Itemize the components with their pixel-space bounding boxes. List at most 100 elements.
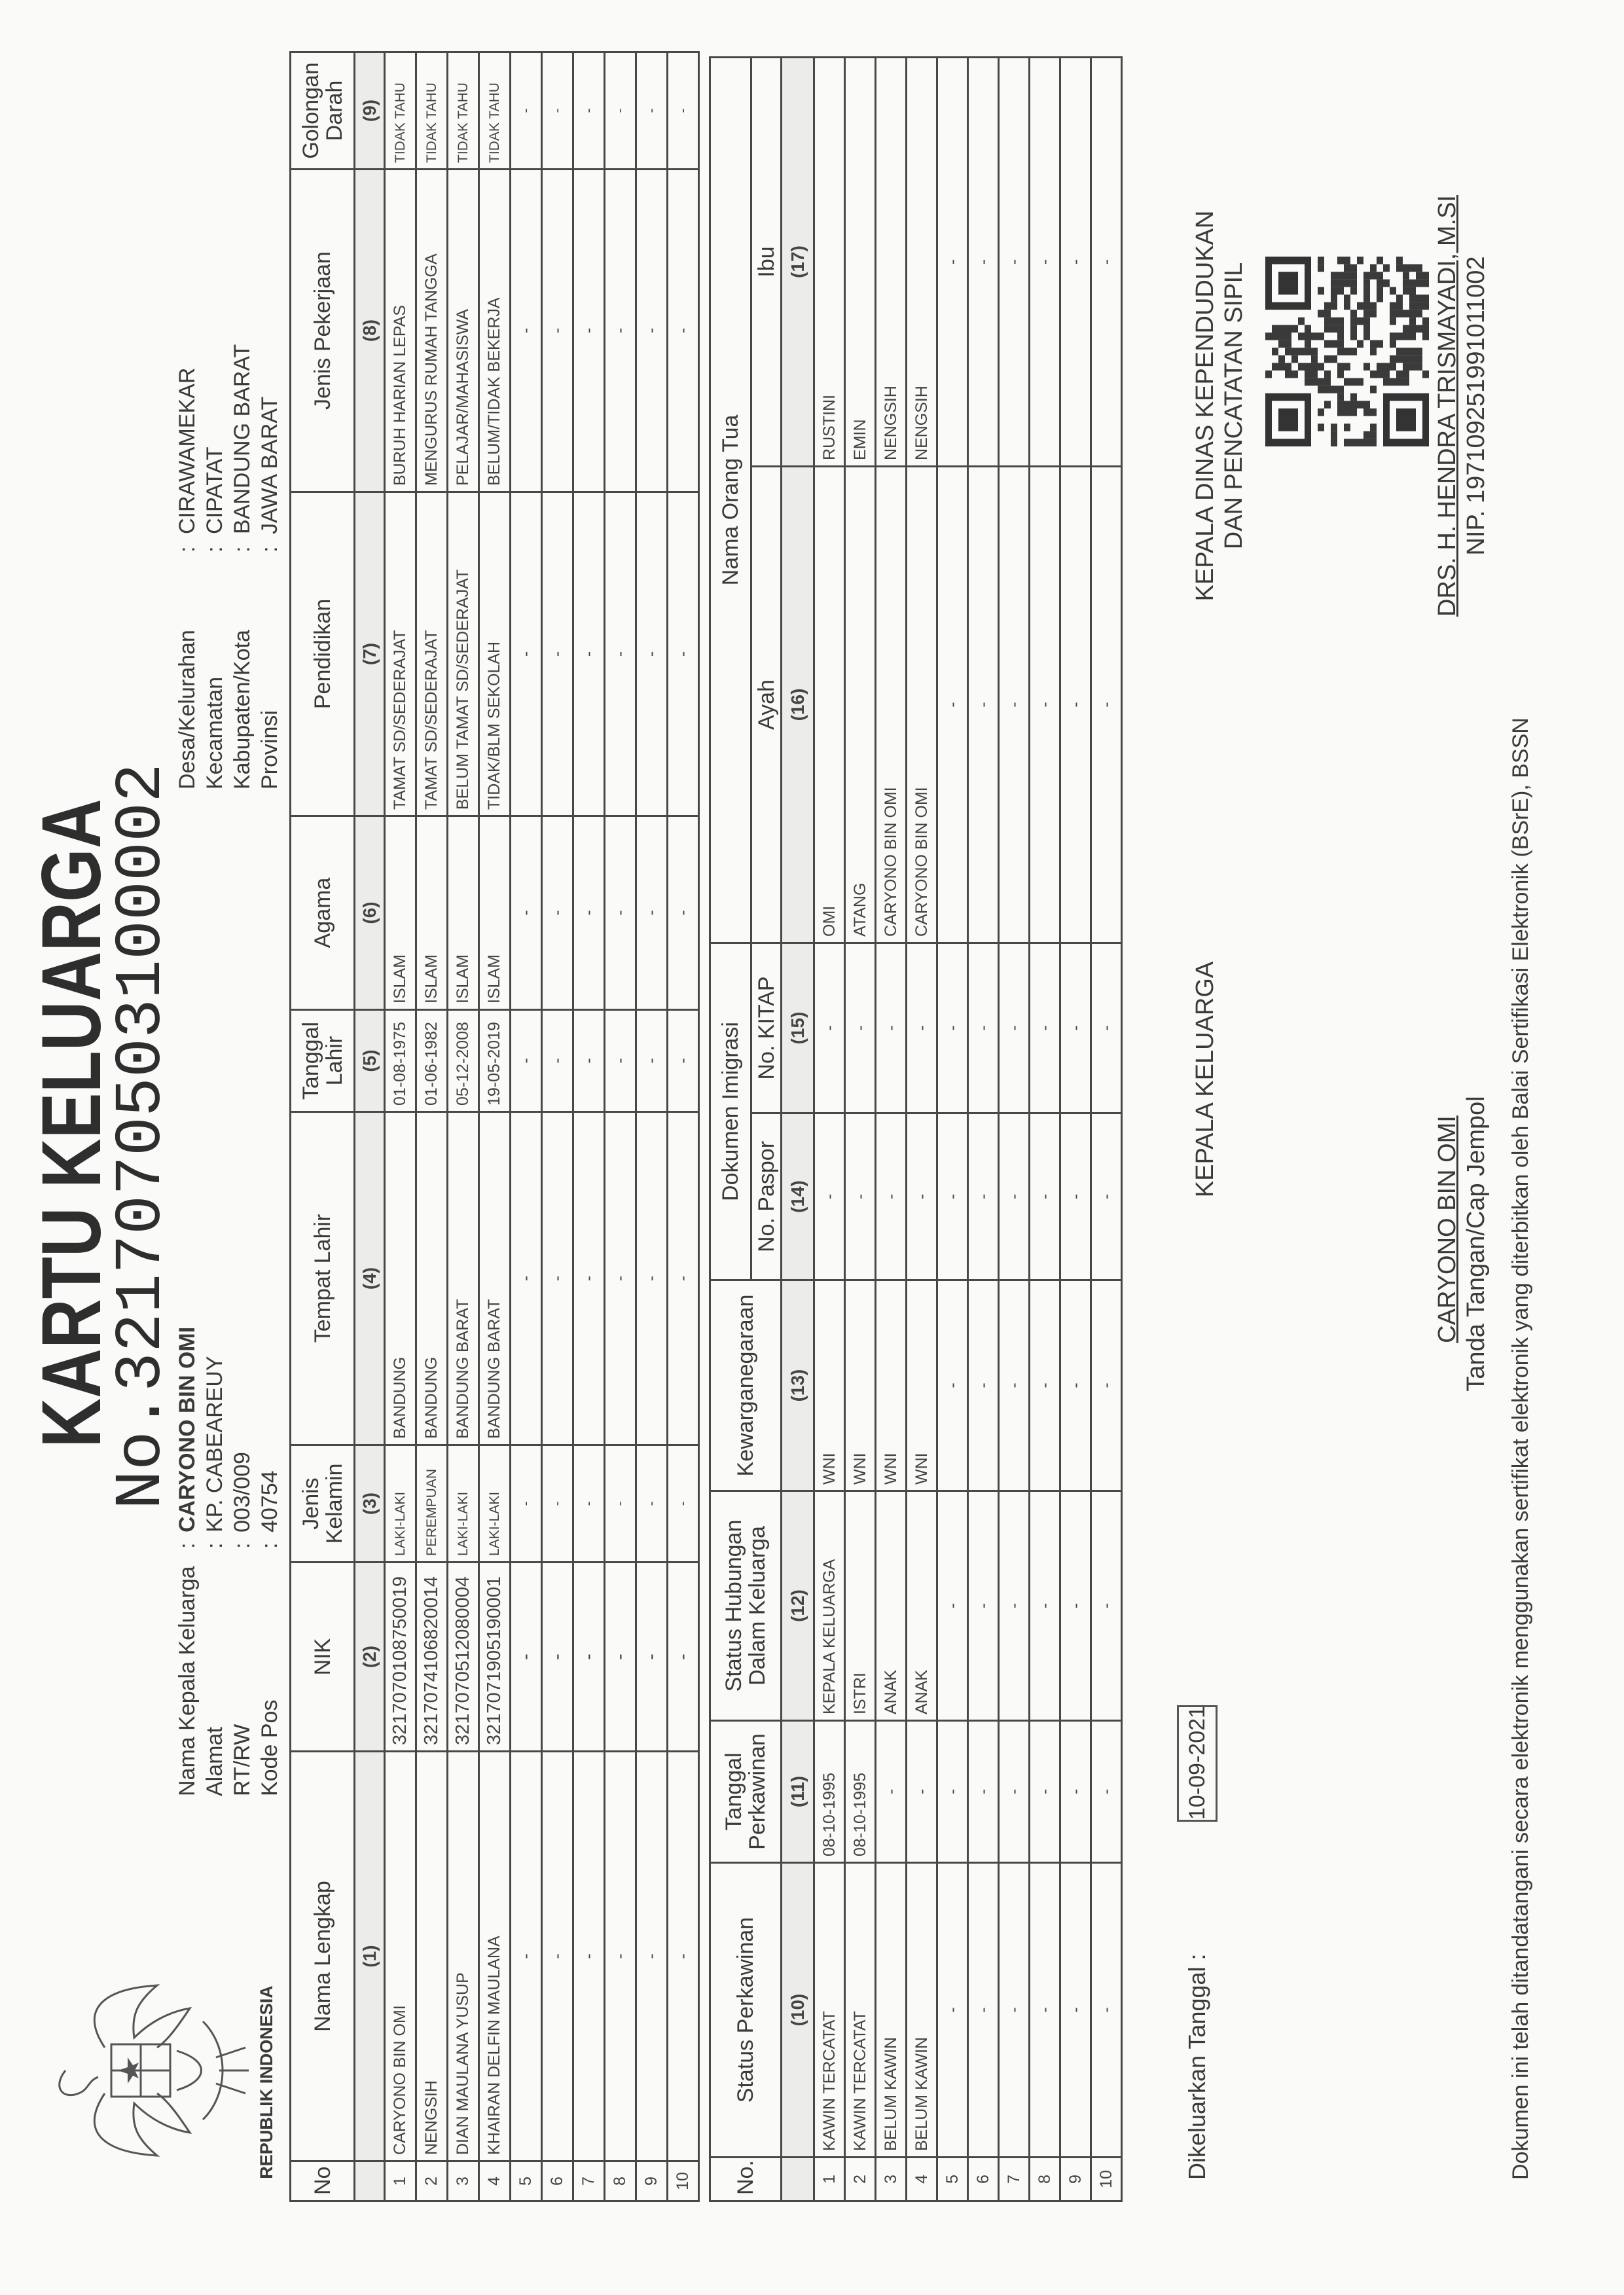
column-header: Agama [290,816,355,1010]
table-cell: - [541,1111,573,1445]
table-row: 2 KAWIN TERCATAT 08-10-1995 ISTRI WNI - - ATANG… [844,57,876,2201]
table-cell: - [510,492,542,816]
table-row: 4 KHAIRAN DELFIN MAULANA 3217071905190001 L… [478,52,511,2201]
table-cell: 01-06-1982 [416,1009,448,1112]
table-cell: - [967,943,999,1113]
table-cell: - [937,1862,968,2158]
table-cell: - [510,1751,542,2161]
table-cell: - [636,816,668,1010]
table-cell: - [604,169,636,492]
table-cell: 5 [937,2157,968,2201]
table-cell: - [667,1111,699,1445]
garuda-emblem-icon [58,1984,249,2157]
table-cell: RUSTINI [814,57,845,467]
table-cell: ISTRI [844,1491,876,1721]
column-number-row: (10) (11) (12) (13) (14) (15) (16) (17) [781,57,814,2201]
table-cell: BANDUNG BARAT [447,1111,479,1445]
field-label: Kode Pos [257,1699,282,1796]
table-cell: - [937,943,968,1113]
column-header: Nama Lengkap [290,1751,355,2161]
table-cell: - [1060,1113,1091,1280]
column-number [781,2157,814,2201]
table-cell: - [573,816,605,1010]
column-header: Tempat Lahir [290,1111,355,1445]
column-number: (12) [781,1491,814,1721]
table-cell: - [998,943,1030,1113]
table-cell: MENGURUS RUMAH TANGGA [416,169,448,492]
table-cell: - [667,1009,699,1112]
field-label: Kecamatan [202,677,227,789]
table-cell: WNI [844,1280,876,1491]
table-cell: ANAK [875,1491,907,1721]
field-value: 003/009 [230,1452,255,1532]
table-cell: WNI [875,1280,907,1491]
table-cell: - [814,943,845,1113]
table-cell: 08-10-1995 [814,1720,845,1863]
table-row: 7-------- [998,57,1030,2201]
table-cell: - [906,1113,937,1280]
field-label: RT/RW [230,1724,255,1796]
column-header: No [290,2161,355,2201]
table-cell: - [1029,57,1060,467]
field-label: Provinsi [257,710,282,789]
table-row: 9--------- [636,52,668,2201]
column-header: Golongan Darah [290,52,355,170]
table-row: 1 KAWIN TERCATAT 08-10-1995 KEPALA KELUARGA… [814,57,845,2201]
column-header: Status Hubungan Dalam Keluarga [710,1491,782,1721]
table-cell: - [636,1751,668,2161]
table-cell: - [510,816,542,1010]
table-cell: WNI [814,1280,845,1491]
table-cell: - [937,57,968,467]
column-number: (16) [781,466,814,943]
table-cell: - [998,1491,1030,1721]
table-cell: - [1091,1113,1122,1280]
table-cell: NENGSIH [906,57,937,467]
table-row: 3 BELUM KAWIN - ANAK WNI - - CARYONO BIN OMI NEN… [875,57,907,2201]
group-header-dokumen: Dokumen Imigrasi [710,943,751,1280]
table-cell: - [510,1009,542,1112]
table-cell: - [573,1445,605,1563]
table-cell: - [1091,1491,1122,1721]
table-cell: NENGSIH [416,1751,448,2161]
table-cell: - [636,1445,668,1563]
table-cell: BELUM KAWIN [875,1862,907,2158]
table-cell: - [1029,466,1060,943]
field-label: Desa/Kelurahan [175,630,200,789]
table-row: 8-------- [1029,57,1060,2201]
group-header-orang-tua: Nama Orang Tua [710,57,751,943]
table-cell: - [1060,57,1091,467]
table-cell: - [998,1280,1030,1491]
table-cell: - [1060,466,1091,943]
column-number: (6) [354,816,385,1010]
table-cell: - [541,492,573,816]
field-colon: : [202,546,227,552]
table-cell: - [510,1562,542,1752]
table-cell: - [573,1751,605,2161]
table-cell: 7 [573,2161,605,2201]
table-header-row: No Nama Lengkap NIK Jenis Kelamin Tempat Lah… [290,52,355,2201]
table-cell: - [906,943,937,1113]
table-cell: TIDAK TAHU [384,52,416,170]
table-cell: - [1029,1113,1060,1280]
column-header: Pendidikan [290,492,355,816]
table-cell: - [667,1751,699,2161]
table-cell: 10 [1091,2157,1122,2201]
official-name: DRS. H. HENDRA TRISMAYADI, M.SI [1434,195,1461,617]
emblem-caption: REPUBLIK INDONESIA [257,1985,276,2179]
qr-code-icon [1265,257,1429,446]
table-cell: 3 [875,2157,907,2201]
table-cell: 1 [814,2157,845,2201]
column-header: Status Perkawinan [710,1862,782,2158]
column-header: NIK [290,1562,355,1752]
table-cell: - [541,1445,573,1563]
table-cell: 3217070108750019 [384,1562,416,1752]
table-cell: TIDAK TAHU [478,52,511,170]
column-number: (13) [781,1280,814,1491]
table-cell: - [998,1862,1030,2158]
table-cell: - [667,169,699,492]
column-header: No. KITAP [751,943,782,1113]
table-row: 1 CARYONO BIN OMI 3217070108750019 LAKI-LAK… [384,52,416,2201]
table-cell: - [667,816,699,1010]
table-cell: - [967,1113,999,1280]
